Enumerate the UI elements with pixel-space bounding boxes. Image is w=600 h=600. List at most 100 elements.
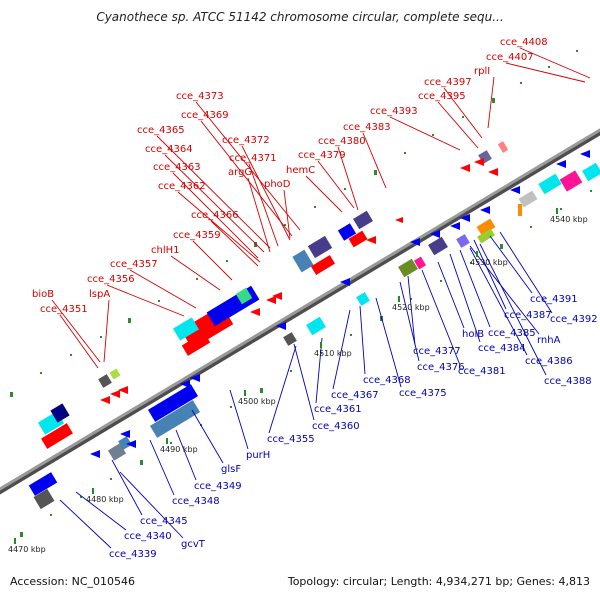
gene-features[interactable]: [28, 141, 600, 510]
gene-label-forward[interactable]: cce_4379: [298, 150, 346, 161]
gene-label-forward[interactable]: cce_4372: [222, 135, 270, 146]
gene-label-reverse[interactable]: cce_4377: [413, 346, 461, 357]
gene-feature-reverse[interactable]: [283, 332, 297, 346]
gene-feature-reverse[interactable]: [538, 173, 562, 195]
gene-label-forward[interactable]: phoD: [264, 179, 291, 190]
gene-label-reverse[interactable]: cce_4361: [314, 404, 362, 415]
gene-feature-forward[interactable]: [353, 210, 373, 230]
gene-label-reverse[interactable]: gcvT: [181, 539, 206, 550]
gene-label-reverse[interactable]: cce_4384: [478, 343, 526, 354]
gene-feature-forward[interactable]: [41, 423, 73, 449]
gene-label-reverse[interactable]: cce_4391: [530, 294, 578, 305]
gene-label-forward[interactable]: cce_4351: [40, 304, 88, 315]
gene-label-forward[interactable]: cce_4356: [87, 274, 135, 285]
gene-label-forward[interactable]: cce_4408: [500, 37, 548, 48]
kbp-tick-mark: [476, 251, 478, 257]
gene-label-reverse[interactable]: holB: [462, 329, 484, 340]
gene-label-reverse[interactable]: cce_4385: [488, 328, 536, 339]
gene-feature-forward[interactable]: [307, 235, 333, 259]
gene-feature-reverse[interactable]: [147, 384, 199, 422]
gene-feature-reverse[interactable]: [456, 234, 470, 248]
gene-feature-reverse[interactable]: [518, 190, 538, 208]
gene-arrow-forward[interactable]: [366, 236, 376, 244]
gene-label-reverse[interactable]: cce_4348: [172, 496, 220, 507]
gene-feature-reverse[interactable]: [518, 204, 522, 216]
gene-label-reverse[interactable]: cce_4386: [525, 356, 573, 367]
gene-feature-reverse[interactable]: [107, 443, 127, 461]
gene-arrow-forward[interactable]: [460, 158, 498, 176]
gene-label-reverse[interactable]: cce_4381: [458, 366, 506, 377]
gene-label-reverse[interactable]: cce_4360: [312, 421, 360, 432]
gene-label-reverse[interactable]: cce_4339: [109, 549, 157, 560]
gene-feature-reverse[interactable]: [559, 170, 583, 192]
gene-arrow-forward[interactable]: [250, 308, 260, 316]
gene-label-forward[interactable]: argG: [228, 167, 252, 178]
gene-feature-forward[interactable]: [50, 403, 70, 423]
gene-arrow-forward[interactable]: [395, 217, 403, 223]
gene-label-forward[interactable]: chlH1: [151, 245, 180, 256]
gene-feature-reverse[interactable]: [118, 436, 132, 450]
gene-label-reverse[interactable]: cce_4345: [140, 516, 188, 527]
gene-label-reverse[interactable]: cce_4388: [544, 376, 592, 387]
gene-label-reverse[interactable]: cce_4387: [504, 310, 552, 321]
gene-feature-reverse[interactable]: [428, 236, 448, 256]
gene-arrow-reverse[interactable]: [180, 374, 200, 388]
gene-label-forward[interactable]: cce_4363: [153, 162, 201, 173]
gene-feature-forward[interactable]: [292, 249, 314, 273]
gene-label-reverse[interactable]: cce_4367: [331, 390, 379, 401]
gene-arrow-forward[interactable]: [100, 386, 128, 404]
gene-label-forward[interactable]: cce_4397: [424, 77, 472, 88]
gene-label-forward[interactable]: cce_4393: [370, 106, 418, 117]
gene-label-reverse[interactable]: glsF: [221, 464, 241, 475]
gene-feature-forward[interactable]: [109, 368, 121, 380]
gene-feature-forward[interactable]: [172, 317, 200, 341]
gene-label-forward[interactable]: cce_4362: [158, 181, 206, 192]
gene-label-forward[interactable]: cce_4395: [418, 91, 466, 102]
gene-label-forward[interactable]: lspA: [89, 289, 110, 300]
gene-label-reverse[interactable]: rnhA: [537, 335, 561, 346]
gene-label-reverse[interactable]: purH: [246, 450, 270, 461]
gene-label-reverse[interactable]: cce_4349: [194, 481, 242, 492]
gene-label-forward[interactable]: cce_4383: [343, 122, 391, 133]
gene-feature-forward[interactable]: [348, 230, 368, 248]
gene-label-forward[interactable]: cce_4364: [145, 144, 193, 155]
gene-label-reverse[interactable]: cce_4340: [124, 531, 172, 542]
gene-feature-reverse[interactable]: [413, 256, 427, 270]
gene-label-forward[interactable]: cce_4369: [181, 110, 229, 121]
gene-label-forward[interactable]: cce_4407: [486, 52, 534, 63]
gene-label-forward[interactable]: cce_4357: [110, 259, 158, 270]
gene-feature-reverse[interactable]: [356, 292, 370, 306]
gene-label-reverse[interactable]: cce_4355: [267, 434, 315, 445]
gene-feature-forward[interactable]: [497, 141, 509, 153]
gene-feature-forward[interactable]: [337, 223, 357, 241]
gene-feature-reverse[interactable]: [28, 472, 58, 496]
gene-feature-reverse[interactable]: [33, 488, 55, 510]
gene-feature-reverse[interactable]: [476, 218, 496, 236]
gene-label-forward[interactable]: cce_4366: [191, 210, 239, 221]
leader-line-reverse: [437, 261, 465, 329]
gene-feature-forward[interactable]: [181, 332, 211, 356]
gene-feature-forward[interactable]: [206, 285, 260, 327]
gene-label-forward[interactable]: cce_4365: [137, 125, 185, 136]
gene-feature-reverse[interactable]: [149, 400, 201, 438]
gene-feature-reverse[interactable]: [306, 316, 326, 336]
gene-arrow-forward[interactable]: [266, 292, 282, 304]
gene-feature-reverse[interactable]: [398, 258, 418, 278]
gene-label-reverse[interactable]: cce_4392: [550, 314, 598, 325]
gene-feature-forward[interactable]: [310, 255, 336, 275]
gene-label-forward[interactable]: rplI: [474, 66, 490, 77]
gene-label-reverse[interactable]: cce_4376: [417, 362, 465, 373]
gene-label-forward[interactable]: cce_4371: [229, 153, 277, 164]
gene-label-reverse[interactable]: cce_4368: [363, 375, 411, 386]
gene-label-forward[interactable]: cce_4359: [173, 230, 221, 241]
gene-label-forward[interactable]: cce_4380: [318, 136, 366, 147]
gene-feature-forward[interactable]: [98, 374, 112, 388]
gene-feature-forward[interactable]: [235, 287, 253, 305]
gene-feature-reverse[interactable]: [477, 228, 495, 244]
gene-label-forward[interactable]: cce_4373: [176, 91, 224, 102]
gene-label-forward[interactable]: hemC: [286, 165, 315, 176]
gene-feature-reverse[interactable]: [582, 162, 600, 182]
gene-label-reverse[interactable]: cce_4375: [399, 388, 447, 399]
gene-label-forward[interactable]: bioB: [32, 289, 54, 300]
